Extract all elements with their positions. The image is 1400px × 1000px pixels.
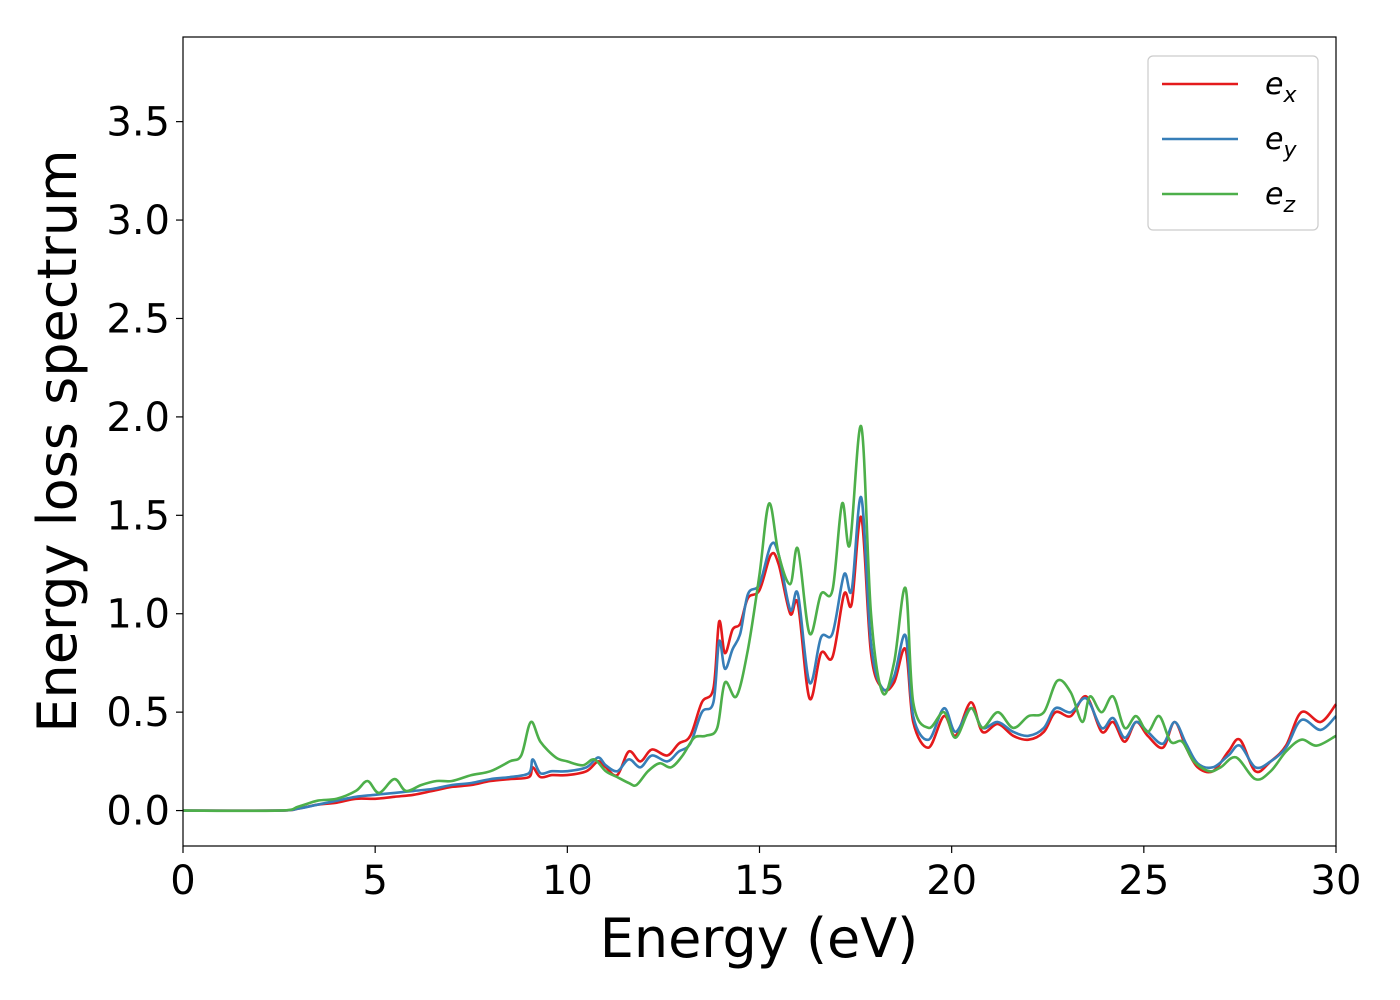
x-tick-label: 25 — [1118, 858, 1169, 904]
x-tick-label: 5 — [362, 858, 387, 904]
y-tick-label: 2.5 — [106, 296, 170, 342]
y-tick-label: 1.0 — [106, 592, 170, 638]
series-line-e_y — [182, 496, 1337, 813]
y-tick-label: 1.5 — [106, 493, 170, 539]
x-axis-label: Energy (eV) — [600, 907, 919, 970]
x-tick-label: 15 — [734, 858, 785, 904]
x-tick-label: 30 — [1311, 858, 1362, 904]
x-tick-label: 20 — [926, 858, 977, 904]
y-tick-label: 2.0 — [106, 395, 170, 441]
y-tick-label: 0.0 — [106, 789, 170, 835]
series-line-e_z — [182, 425, 1337, 813]
y-tick-label: 3.5 — [106, 100, 170, 146]
x-tick-label: 0 — [170, 858, 195, 904]
y-axis-ticks: 0.0 0.5 1.0 1.5 2.0 2.5 3.0 3.5 — [106, 100, 183, 835]
y-tick-label: 3.0 — [106, 198, 170, 244]
x-tick-label: 10 — [542, 858, 593, 904]
y-tick-label: 0.5 — [106, 690, 170, 736]
x-axis-ticks: 0 5 10 15 20 25 30 — [170, 846, 1361, 904]
y-axis-label: Energy loss spectrum — [26, 149, 89, 732]
series-layer — [182, 425, 1338, 813]
legend-box — [1147, 55, 1319, 231]
